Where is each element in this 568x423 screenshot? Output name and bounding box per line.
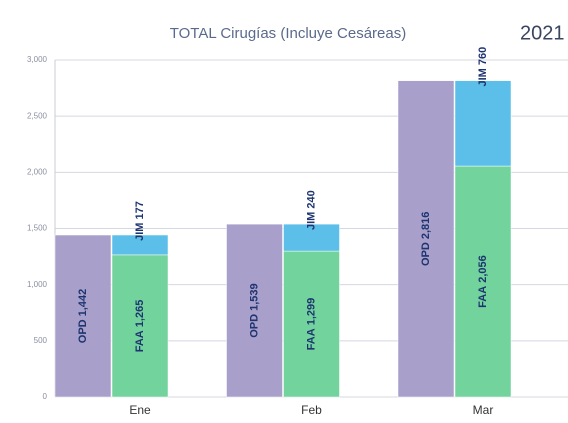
bar bbox=[54, 234, 112, 398]
data-label: FAA 2,056 bbox=[477, 255, 489, 308]
data-label-name: JIM bbox=[305, 212, 317, 230]
data-label-value: 1,265 bbox=[134, 300, 146, 331]
x-tick-label: Mar bbox=[473, 403, 494, 417]
data-label-name: OPD bbox=[77, 319, 89, 343]
bar bbox=[283, 223, 340, 252]
data-label: FAA 1,265 bbox=[134, 300, 146, 353]
data-label-name: JIM bbox=[134, 223, 146, 241]
data-label-name: OPD bbox=[420, 242, 432, 266]
data-label-name: FAA bbox=[305, 328, 317, 350]
data-label-name: JIM bbox=[477, 68, 489, 86]
data-label: JIM 240 bbox=[305, 190, 317, 230]
data-label: OPD 2,816 bbox=[420, 212, 432, 266]
bar bbox=[397, 80, 455, 398]
data-label-value: 760 bbox=[477, 47, 489, 68]
data-label-name: OPD bbox=[248, 314, 260, 338]
bar bbox=[111, 254, 169, 398]
data-label-value: 1,539 bbox=[248, 283, 260, 314]
data-label-value: 177 bbox=[134, 201, 146, 222]
bar bbox=[454, 80, 512, 167]
data-label-name: FAA bbox=[477, 286, 489, 308]
y-tick-label: 0 bbox=[43, 392, 48, 401]
bar bbox=[111, 234, 169, 256]
y-tick-label: 2,000 bbox=[27, 167, 48, 176]
data-label: FAA 1,299 bbox=[305, 298, 317, 351]
data-label-value: 240 bbox=[305, 190, 317, 211]
data-label: JIM 760 bbox=[477, 47, 489, 87]
y-tick-label: 2,500 bbox=[27, 111, 48, 120]
y-tick-label: 1,500 bbox=[27, 224, 48, 233]
data-label: OPD 1,539 bbox=[248, 283, 260, 337]
bar bbox=[454, 165, 512, 398]
chart-title: TOTAL Cirugías (Incluye Cesáreas) bbox=[170, 25, 406, 42]
data-label: OPD 1,442 bbox=[77, 289, 89, 343]
x-tick-label: Ene bbox=[129, 403, 151, 417]
bar bbox=[226, 223, 283, 398]
y-tick-label: 1,000 bbox=[27, 280, 48, 289]
y-tick-label: 3,000 bbox=[27, 55, 48, 64]
data-label-value: 2,816 bbox=[420, 212, 432, 243]
data-label-value: 2,056 bbox=[477, 255, 489, 286]
data-label-name: FAA bbox=[134, 330, 146, 352]
x-tick-label: Feb bbox=[301, 403, 322, 417]
chart-subtitle: 2021 bbox=[520, 22, 565, 44]
data-label: JIM 177 bbox=[134, 201, 146, 241]
y-tick-label: 500 bbox=[34, 336, 48, 345]
data-label-value: 1,299 bbox=[305, 298, 317, 329]
bar bbox=[283, 250, 340, 398]
data-label-value: 1,442 bbox=[77, 289, 89, 320]
